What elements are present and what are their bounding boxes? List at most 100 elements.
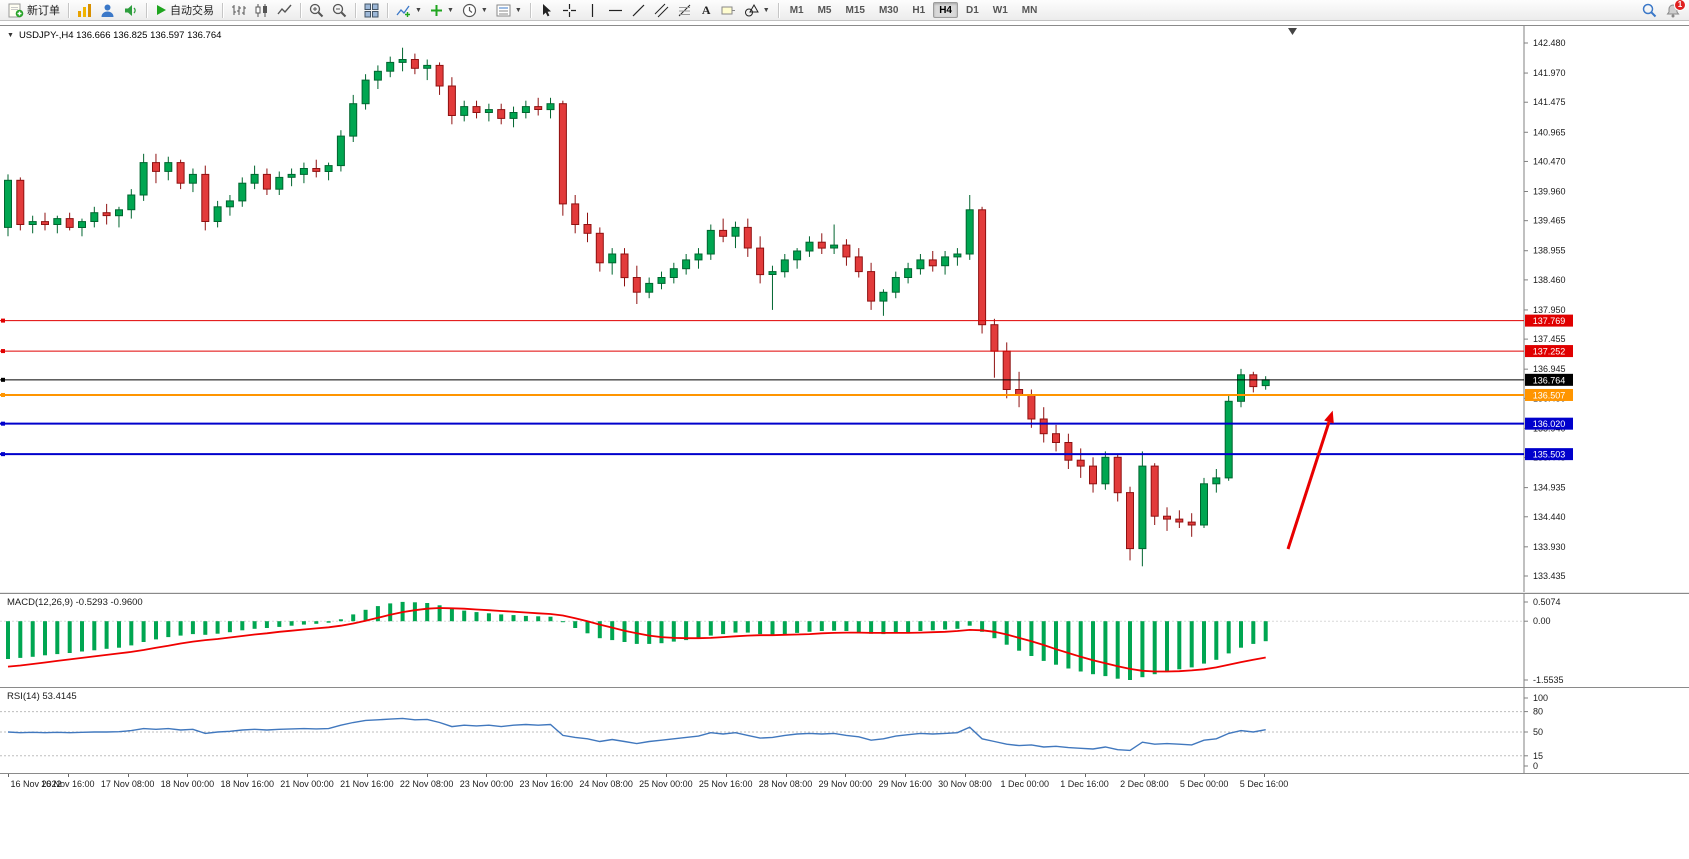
time-axis-tick [1264,774,1265,777]
horizontal-level-line[interactable]: 136.764 [0,373,1573,386]
macd-bar [930,621,935,631]
candle-body [546,103,555,111]
macd-signal-line [7,607,1266,673]
new-order-label: 新订单 [27,5,60,17]
candle-body [534,106,543,110]
tile-windows-icon [364,3,379,18]
macd-bar [1054,621,1058,665]
candle-body [1224,400,1233,479]
macd-bar [6,621,10,659]
candle-body [262,173,271,190]
trendline-tool-button[interactable] [627,1,650,20]
candle-body [1175,518,1184,523]
templates-button[interactable]: ▼ [492,1,526,20]
chart-shift-marker[interactable] [1288,28,1297,35]
price-tag [1525,417,1573,430]
candle-body [386,61,395,72]
new-order-button[interactable]: 新订单 [4,1,64,20]
candle-body [398,59,407,63]
macd-bar [1251,621,1256,644]
time-label: 30 Nov 08:00 [938,779,992,789]
timeframe-button-h1[interactable]: H1 [912,4,926,16]
candle-body [1027,394,1036,420]
cursor-tool-button[interactable] [535,1,558,20]
rsi-line [7,717,1266,752]
time-label: 5 Dec 00:00 [1179,779,1229,789]
label-tool-button[interactable] [717,1,740,20]
macd-label: MACD(12,26,9) -0.5293 -0.9600 [7,597,143,608]
macd-bar [425,603,430,622]
candle-body [4,179,12,228]
macd-bar [955,621,960,629]
horizontal-level-line[interactable]: 135.503 [0,448,1573,461]
macd-bar [499,614,504,622]
macd-bar [1165,621,1169,672]
candle-body [1187,521,1196,526]
rsi-indicator-pane[interactable]: 100 80 50 15 0 RSI(14) 53.4145 [0,687,1689,774]
timeframe-button-h4[interactable]: H4 [933,2,958,18]
candle-body [842,244,851,258]
time-axis-tick [606,774,608,777]
search-button[interactable] [1638,1,1661,20]
candle-body [891,277,900,293]
time-axis[interactable]: 16 Nov 2022 16 Nov 16:00 17 Nov 08:00 18 No… [0,773,1689,795]
charts-button[interactable] [73,1,96,20]
macd-bar [1189,621,1194,668]
crosshair-tool-button[interactable] [558,1,581,20]
periods-button[interactable]: ▼ [458,1,492,20]
candlestick-chart-button[interactable] [250,1,273,20]
macd-bar [338,619,343,622]
time-axis-tick [307,774,309,777]
profiles-button[interactable] [96,1,119,20]
line-chart-button[interactable] [273,1,296,20]
candle-body [595,232,604,264]
candle-body [1163,515,1171,520]
horizontal-level-line[interactable]: 137.769 [0,314,1573,327]
candle-body [361,79,370,105]
rsi-tick-label: 15 [1533,751,1543,761]
shapes-tool-button[interactable]: ▼ [740,1,774,20]
timeframe-button-m5[interactable]: M5 [817,4,832,16]
macd-bar [18,621,23,658]
tile-windows-button[interactable] [360,1,383,20]
horizontal-level-line[interactable]: 137.252 [0,345,1573,358]
macd-tick-label: -1.5535 [1533,675,1564,685]
fibonacci-tool-button[interactable] [673,1,696,20]
indicators-button[interactable]: ▼ [392,1,426,20]
trendline-icon [631,3,646,18]
timeframe-button-m30[interactable]: M30 [878,4,899,16]
time-label: 2 Dec 08:00 [1120,779,1169,789]
candle-body [768,271,777,276]
add-indicator-button[interactable]: ▼ [426,1,458,20]
candle-body [928,259,937,267]
alerts-button[interactable] [119,1,142,20]
text-tool-button[interactable]: A [696,1,717,20]
time-label: 24 Nov 08:00 [579,779,633,789]
timeframe-button-mn[interactable]: MN [1021,4,1038,16]
line-endpoint-marker [1,377,5,382]
channel-tool-button[interactable] [650,1,673,20]
vertical-line-tool-button[interactable] [581,1,604,20]
candle-body [1113,456,1122,494]
price-tick-label: 140.965 [1533,127,1566,137]
bar-chart-button[interactable] [227,1,250,20]
zoom-in-button[interactable] [305,1,328,20]
collapse-arrow-icon[interactable]: ▼ [7,32,14,39]
timeframe-button-m1[interactable]: M1 [789,4,804,16]
horizontal-line-tool-button[interactable] [604,1,627,20]
horizontal-level-line[interactable]: 136.020 [0,417,1573,430]
macd-bar [733,621,738,633]
time-axis-tick [665,774,667,777]
auto-trading-button[interactable]: 自动交易 [151,1,218,20]
candle-body [28,221,37,226]
timeframe-button-w1[interactable]: W1 [992,4,1008,16]
zoom-out-button[interactable] [328,1,351,20]
horizontal-level-line[interactable]: 136.507 [0,388,1573,401]
timeframe-button-d1[interactable]: D1 [966,4,979,16]
macd-indicator-pane[interactable]: 0.5074 0.00 -1.5535 MACD(12,26,9) -0.5293 … [0,593,1689,688]
trend-arrow-annotation[interactable] [1286,410,1334,550]
timeframe-button-m15[interactable]: M15 [845,4,865,16]
price-chart-pane[interactable]: 142.480 141.970 141.475 140.965 140.470 139.9… [0,25,1689,594]
notifications-button[interactable]: 1 [1661,0,1686,20]
macd-bar [1029,621,1034,656]
